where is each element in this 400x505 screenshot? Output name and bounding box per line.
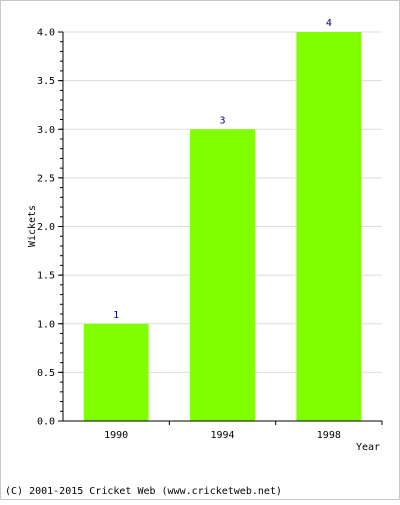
data-label: 4 — [326, 18, 332, 29]
footer-credit: (C) 2001-2015 Cricket Web (www.cricketwe… — [5, 486, 282, 497]
y-tick-label: 3.5 — [37, 76, 55, 87]
bar — [190, 129, 255, 421]
axes — [58, 31, 383, 425]
bar — [296, 32, 362, 421]
x-tick-label: 1998 — [317, 430, 341, 441]
bar — [83, 323, 149, 421]
y-tick-label: 0.0 — [37, 417, 55, 428]
y-tick-label: 1.0 — [37, 319, 55, 330]
x-tick-label: 1990 — [104, 430, 128, 441]
x-axis-title: Year — [356, 442, 380, 453]
labels: 0.0 0.5 1.0 1.5 2.0 2.5 3.0 3.5 4.0 1 1990 3 1994 4 19… — [37, 18, 341, 441]
y-tick-label: 1.5 — [37, 271, 55, 282]
y-tick-label: 0.5 — [37, 368, 55, 379]
y-tick-label: 2.0 — [37, 222, 55, 233]
bars — [83, 32, 362, 421]
y-tick-label: 3.0 — [37, 125, 55, 136]
x-tick-label: 1994 — [210, 430, 234, 441]
data-label: 1 — [113, 310, 119, 321]
data-label: 3 — [219, 115, 225, 126]
y-tick-label: 4.0 — [37, 28, 55, 39]
y-tick-label: 2.5 — [37, 173, 55, 184]
y-axis-title: Wickets — [27, 205, 38, 247]
